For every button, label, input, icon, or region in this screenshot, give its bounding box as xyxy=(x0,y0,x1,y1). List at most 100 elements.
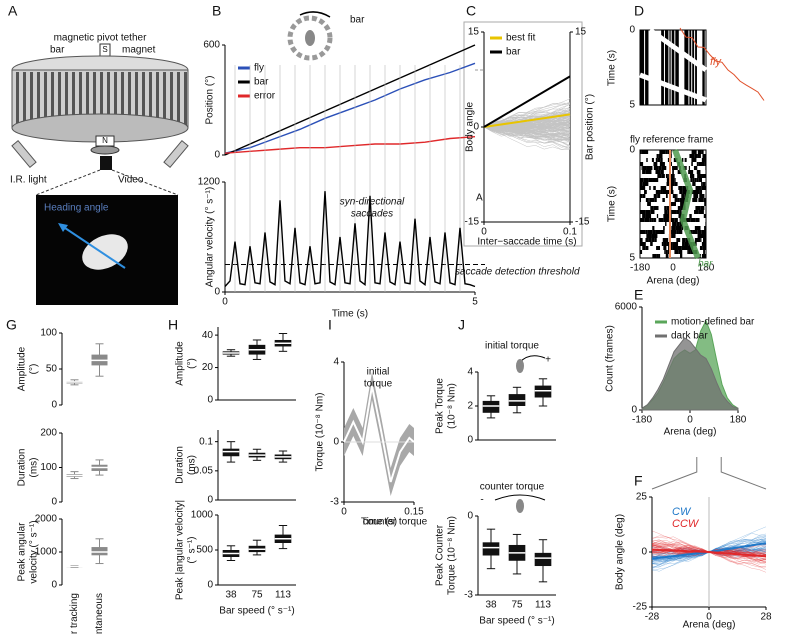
x-tick-label: 0 xyxy=(687,415,693,426)
x-label: Inter−saccade time (s) xyxy=(477,237,576,248)
raster-cell xyxy=(672,246,677,250)
raster-cell xyxy=(640,242,646,246)
y-label: Torque (10⁻⁸ Nm) xyxy=(447,516,458,595)
y-tick-label: 1200 xyxy=(198,177,221,188)
panel-letter: C xyxy=(466,3,476,19)
panel-letter: A xyxy=(8,3,18,19)
y-tick-label: 200 xyxy=(40,428,57,439)
raster-cell xyxy=(659,166,662,170)
raster-cell xyxy=(663,218,668,222)
raster-cell xyxy=(658,158,661,162)
y-tick-label: 0 xyxy=(629,145,635,156)
raster-cell xyxy=(691,158,696,162)
ir-light xyxy=(12,141,36,168)
ir-light xyxy=(164,141,188,168)
raster-cell xyxy=(671,210,676,214)
y-label: (°) xyxy=(187,358,198,369)
y-tick-label: 0 xyxy=(51,400,57,411)
raster-cell xyxy=(677,210,680,214)
raster-cell xyxy=(697,174,702,178)
raster-cell xyxy=(645,214,651,218)
raster-cell xyxy=(659,218,664,222)
raster-cell xyxy=(650,242,653,246)
raster-cell xyxy=(654,194,656,198)
annotation: syn-directional xyxy=(340,197,405,208)
raster-cell xyxy=(640,194,643,198)
raster-cell xyxy=(694,210,699,214)
lens xyxy=(91,146,119,154)
y-tick-label: 20 xyxy=(202,362,214,373)
y-tick-label: 0 xyxy=(51,497,57,508)
raster-cell xyxy=(653,186,656,190)
raster-stripe xyxy=(640,30,644,105)
raster-cell xyxy=(665,150,667,154)
raster-cell xyxy=(661,190,663,194)
raster-cell xyxy=(699,210,704,214)
annotation: counter torque xyxy=(480,482,545,493)
raster-cell xyxy=(645,150,648,154)
raster-cell xyxy=(693,194,698,198)
raster-cell xyxy=(695,206,700,210)
tether-label: magnetic pivot tether xyxy=(54,33,147,44)
raster-cell xyxy=(697,162,699,166)
x-tick-label: 5 xyxy=(472,297,478,308)
raster-cell xyxy=(644,218,649,222)
y-tick-label: 0 xyxy=(51,580,57,591)
box xyxy=(223,449,240,457)
y2-tick-label: 15 xyxy=(575,27,587,38)
raster-cell xyxy=(677,246,681,250)
raster-cell xyxy=(680,254,682,258)
raster-cell xyxy=(690,178,692,182)
raster-cell xyxy=(671,234,675,238)
x-tick-label: 38 xyxy=(485,600,497,611)
panel-letter: E xyxy=(634,287,643,303)
raster-cell xyxy=(702,158,705,162)
area xyxy=(642,338,738,410)
stripe xyxy=(170,72,173,126)
raster-cell xyxy=(695,238,700,242)
y-tick-label: 5 xyxy=(629,100,635,111)
raster-cell xyxy=(649,178,653,182)
raster-cell xyxy=(656,190,660,194)
panel-letter: B xyxy=(212,3,221,19)
y-label: Duration xyxy=(175,446,186,484)
raster-cell xyxy=(675,226,681,230)
raster-cell xyxy=(662,166,667,170)
y-tick-label: 1000 xyxy=(191,510,214,521)
y-label: (° s⁻¹) xyxy=(187,536,198,563)
raster-cell xyxy=(702,242,706,246)
y-label: Peak Torque xyxy=(435,378,446,434)
raster-cell xyxy=(675,198,678,202)
raster-cell xyxy=(658,154,662,158)
x-label: Time (s) xyxy=(332,309,368,320)
raster-cell xyxy=(651,238,654,242)
annotation: A xyxy=(476,193,483,204)
x-label: Bar speed (° s⁻¹) xyxy=(479,616,554,627)
raster-cell xyxy=(664,250,666,254)
panel-letter: H xyxy=(168,317,178,333)
raster-cell xyxy=(660,158,662,162)
y-label: Body angle (deg) xyxy=(615,514,626,590)
y-tick-label: 0 xyxy=(641,547,647,558)
raster-cell xyxy=(683,246,688,250)
raster-cell xyxy=(692,178,694,182)
bracket xyxy=(652,457,766,489)
raster-cell xyxy=(672,222,677,226)
box xyxy=(92,547,108,555)
raster-cell xyxy=(702,154,705,158)
y-label: (ms) xyxy=(29,458,40,478)
raster-cell xyxy=(652,226,654,230)
label: fly reference frame xyxy=(630,135,714,146)
raster-cell xyxy=(689,250,691,254)
raster-cell xyxy=(691,162,693,166)
raster-cell xyxy=(648,198,650,202)
x-tick-label: 75 xyxy=(251,590,263,601)
stripe xyxy=(177,72,180,126)
raster-cell xyxy=(703,250,705,254)
ir-label: I.R. light xyxy=(10,175,47,186)
raster-cell xyxy=(689,154,694,158)
panel-letter: J xyxy=(458,317,465,333)
raster-cell xyxy=(694,190,699,194)
raster-cell xyxy=(702,186,706,190)
raster-cell xyxy=(702,150,704,154)
